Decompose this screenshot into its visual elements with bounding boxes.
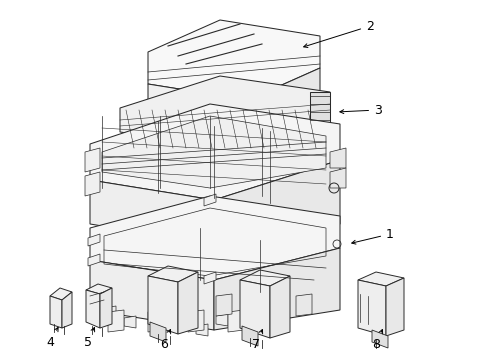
Polygon shape bbox=[85, 148, 100, 172]
Polygon shape bbox=[50, 296, 62, 328]
Polygon shape bbox=[295, 294, 311, 316]
Polygon shape bbox=[329, 148, 346, 168]
Text: 5: 5 bbox=[84, 328, 95, 348]
Polygon shape bbox=[120, 76, 329, 148]
Polygon shape bbox=[148, 84, 247, 120]
Polygon shape bbox=[196, 324, 207, 336]
Polygon shape bbox=[247, 68, 319, 120]
Polygon shape bbox=[214, 160, 339, 244]
Polygon shape bbox=[309, 92, 329, 130]
Text: 1: 1 bbox=[351, 228, 393, 244]
Polygon shape bbox=[148, 266, 198, 282]
Polygon shape bbox=[90, 180, 214, 244]
Polygon shape bbox=[187, 310, 203, 332]
Polygon shape bbox=[267, 310, 284, 332]
Polygon shape bbox=[178, 272, 198, 334]
Text: 4: 4 bbox=[46, 327, 58, 348]
Polygon shape bbox=[214, 248, 339, 330]
Polygon shape bbox=[357, 280, 385, 336]
Polygon shape bbox=[240, 280, 269, 338]
Polygon shape bbox=[240, 270, 289, 286]
Polygon shape bbox=[104, 306, 116, 318]
Polygon shape bbox=[100, 288, 112, 328]
Polygon shape bbox=[90, 196, 339, 280]
Polygon shape bbox=[148, 310, 163, 332]
Polygon shape bbox=[86, 284, 112, 294]
Polygon shape bbox=[102, 116, 325, 188]
Polygon shape bbox=[124, 316, 136, 328]
Polygon shape bbox=[86, 290, 100, 328]
Polygon shape bbox=[85, 172, 100, 196]
Polygon shape bbox=[150, 322, 165, 342]
Polygon shape bbox=[148, 276, 178, 334]
Text: 8: 8 bbox=[371, 329, 382, 351]
Polygon shape bbox=[203, 194, 216, 206]
Polygon shape bbox=[329, 168, 346, 188]
Polygon shape bbox=[385, 278, 403, 336]
Polygon shape bbox=[371, 330, 387, 348]
Polygon shape bbox=[62, 292, 72, 328]
Text: 7: 7 bbox=[251, 329, 262, 351]
Polygon shape bbox=[227, 310, 244, 332]
Polygon shape bbox=[148, 20, 319, 100]
Polygon shape bbox=[88, 254, 100, 266]
Polygon shape bbox=[108, 310, 124, 332]
Polygon shape bbox=[203, 272, 216, 284]
Polygon shape bbox=[216, 294, 231, 316]
Polygon shape bbox=[216, 314, 227, 326]
Text: 3: 3 bbox=[339, 104, 381, 117]
Polygon shape bbox=[242, 326, 258, 346]
Polygon shape bbox=[50, 288, 72, 300]
Polygon shape bbox=[90, 104, 339, 200]
Text: 2: 2 bbox=[303, 19, 373, 48]
Polygon shape bbox=[256, 294, 271, 316]
Polygon shape bbox=[357, 272, 403, 286]
Text: 6: 6 bbox=[160, 329, 170, 351]
Polygon shape bbox=[88, 234, 100, 246]
Polygon shape bbox=[269, 276, 289, 338]
Polygon shape bbox=[90, 260, 214, 330]
